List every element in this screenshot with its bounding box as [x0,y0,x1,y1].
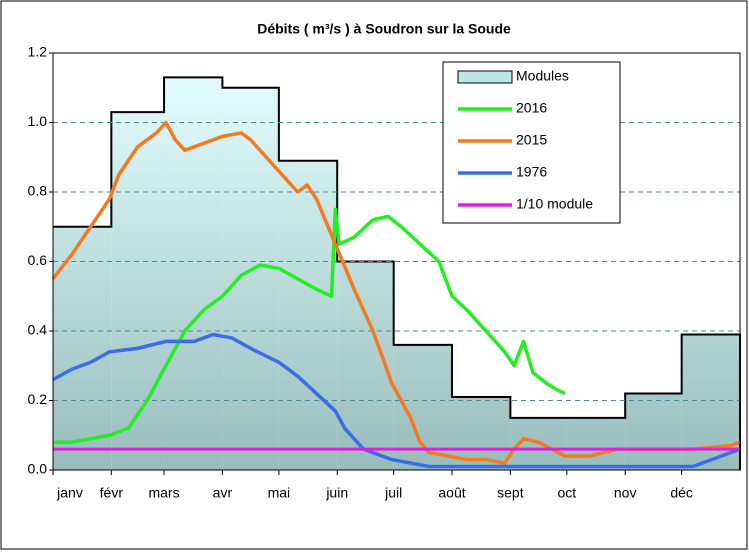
x-tick-label: févr [100,485,124,501]
module-bar [222,87,279,470]
y-tick-label: 1.2 [28,44,48,60]
x-tick-label: déc [670,485,693,501]
module-bar [278,160,338,470]
y-tick-label: 0.6 [28,252,48,268]
module-bar [625,393,682,470]
module-bar [566,417,626,470]
y-tick-label: 0.8 [28,183,48,199]
x-tick-label: oct [557,485,576,501]
x-tick-label: mars [148,485,179,501]
x-tick-label: nov [614,485,637,501]
x-tick-label: sept [497,485,524,501]
module-bar [53,226,112,470]
y-tick-label: 0.2 [28,391,48,407]
series-line [51,120,741,465]
x-tick-label: juin [325,485,348,501]
legend-label: 2016 [516,100,547,116]
x-tick-label: janv [56,485,83,501]
x-tick-label: août [438,485,465,501]
y-tick-label: 1.0 [28,113,48,129]
y-tick-label: 0.4 [28,322,48,338]
plot-border [52,52,741,471]
module-bar [393,344,453,470]
legend-swatch [457,70,513,84]
legend-label: 2015 [516,132,547,148]
y-tick-label: 0.0 [28,461,48,477]
series-line [53,207,566,444]
legend-label: 1/10 module [516,196,593,212]
legend-label: Modules [516,68,569,84]
legend-label: 1976 [516,164,547,180]
x-tick-label: mai [268,485,291,501]
module-step-line [53,76,741,470]
x-tick-label: juil [384,485,402,501]
module-bar [164,77,223,470]
chart-title: Débits ( m³/s ) à Soudron sur la Soude [257,21,511,37]
series-line [52,332,741,469]
x-tick-label: avr [213,485,233,501]
